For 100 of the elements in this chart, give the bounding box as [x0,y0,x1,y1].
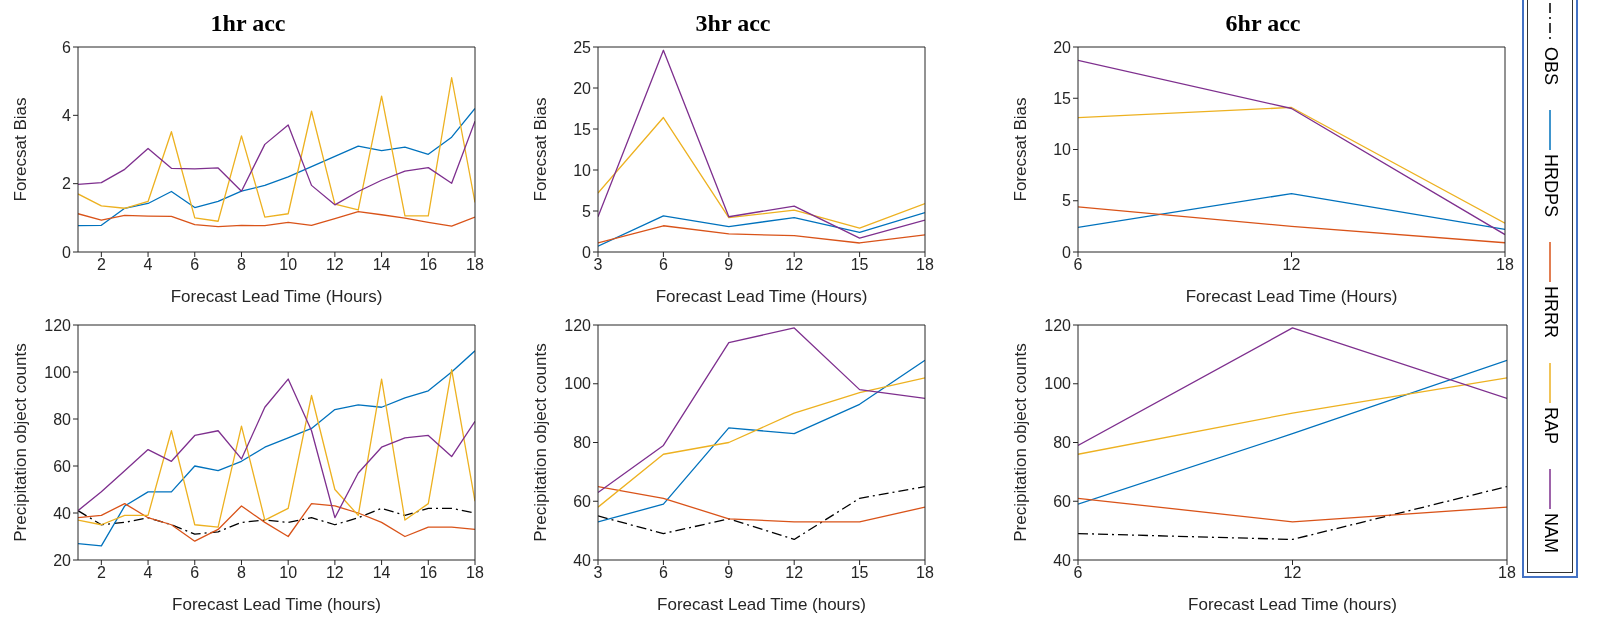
x-tick-label: 9 [724,564,734,582]
y-axis-title: Forecsat Bias [1011,97,1031,202]
y-tick-label: 80 [1053,434,1072,452]
y-tick-label: 100 [44,363,72,381]
y-tick-label: 0 [582,243,592,261]
y-tick-label: 25 [573,38,592,56]
x-tick-label: 6 [190,564,200,582]
y-tick-label: 10 [1053,141,1072,159]
x-tick-label: 6 [1073,564,1083,582]
x-tick-label: 8 [237,564,247,582]
legend-label: NAM [1539,513,1561,554]
y-tick-label: 6 [62,38,72,56]
line-series [598,359,925,523]
y-tick-label: 80 [573,434,592,452]
y-tick-label: 60 [573,492,592,510]
x-tick-label: 18 [466,256,484,274]
line-series [78,120,475,206]
y-tick-label: 40 [53,504,72,522]
x-tick-label: 18 [916,564,934,582]
line-series [78,502,475,542]
y-tick-label: 10 [573,161,592,179]
y-tick-label: 2 [62,175,72,193]
y-axis-title: Forecsat Bias [11,97,31,202]
x-tick-label: 14 [372,256,391,274]
x-tick-label: 14 [372,564,391,582]
x-axis-title: Forecast Lead Time (hours) [657,595,866,614]
x-tick-label: 16 [419,256,438,274]
x-axis-title: Forecast Lead Time (Hours) [1185,287,1398,306]
y-axis-title: Precipitation object counts [1011,343,1031,542]
x-tick-label: 6 [1073,256,1083,274]
x-tick-label: 3 [593,564,603,582]
x-tick-label: 6 [658,256,668,274]
y-tick-label: 60 [1053,492,1072,510]
x-tick-label: 12 [1283,564,1302,582]
x-axis-title: Forecast Lead Time (hours) [172,595,381,614]
x-tick-label: 2 [96,564,106,582]
line-series [598,116,925,229]
line-series [78,211,475,228]
x-tick-label: 4 [143,256,153,274]
line-series [598,211,925,247]
x-tick-label: 12 [325,256,344,274]
x-tick-label: 15 [850,564,869,582]
y-tick-label: 20 [1053,38,1072,56]
y-tick-label: 40 [1053,551,1072,569]
x-tick-label: 3 [593,256,603,274]
y-tick-label: 4 [62,107,72,125]
y-tick-label: 80 [53,410,72,428]
x-axis-title: Forecast Lead Time (Hours) [655,287,868,306]
y-tick-label: 40 [573,551,592,569]
x-tick-label: 8 [237,256,247,274]
x-tick-label: 18 [916,256,934,274]
line-series [78,507,475,535]
x-tick-label: 12 [785,256,804,274]
y-tick-label: 15 [1053,89,1072,107]
y-tick-label: 60 [53,457,72,475]
x-axis-title: Forecast Lead Time (hours) [1188,595,1397,614]
line-series [78,107,475,227]
y-tick-label: 5 [582,202,592,220]
y-tick-label: 120 [564,316,592,334]
y-tick-label: 5 [1062,192,1072,210]
x-tick-label: 10 [279,256,298,274]
y-axis-title: Forecsat Bias [531,97,551,202]
line-series [78,77,475,222]
y-tick-label: 20 [53,551,72,569]
y-tick-label: 120 [44,316,72,334]
y-tick-label: 0 [1062,243,1072,261]
x-tick-label: 16 [419,564,438,582]
legend-label: HRDPS [1539,153,1561,217]
y-tick-label: 20 [573,79,592,97]
x-tick-label: 6 [658,564,668,582]
legend-label: OBS [1539,46,1561,85]
y-tick-label: 120 [1044,316,1072,334]
y-tick-label: 100 [1044,375,1072,393]
x-tick-label: 18 [466,564,484,582]
x-tick-label: 18 [1496,256,1514,274]
y-axis-title: Precipitation object counts [531,343,551,542]
y-axis-title: Precipitation object counts [11,343,31,542]
y-tick-label: 15 [573,120,592,138]
x-tick-label: 15 [850,256,869,274]
chart-title: 3hr acc [694,10,772,37]
y-tick-label: 0 [62,243,72,261]
line-series [598,485,925,523]
line-series [598,377,925,508]
legend-label: RAP [1539,407,1561,445]
legend-label: HRRR [1539,286,1561,338]
x-tick-label: 12 [1282,256,1301,274]
chart-title: 6hr acc [1224,10,1302,37]
x-tick-label: 12 [785,564,804,582]
line-series [598,225,925,244]
x-tick-label: 18 [1498,564,1516,582]
y-tick-label: 100 [564,375,592,393]
line-series [598,485,925,541]
x-tick-label: 9 [724,256,734,274]
x-tick-label: 4 [143,564,153,582]
x-tick-label: 2 [96,256,106,274]
chart-title: 1hr acc [209,10,287,37]
x-tick-label: 10 [279,564,298,582]
x-axis-title: Forecast Lead Time (Hours) [170,287,383,306]
x-tick-label: 6 [190,256,200,274]
x-tick-label: 12 [325,564,344,582]
